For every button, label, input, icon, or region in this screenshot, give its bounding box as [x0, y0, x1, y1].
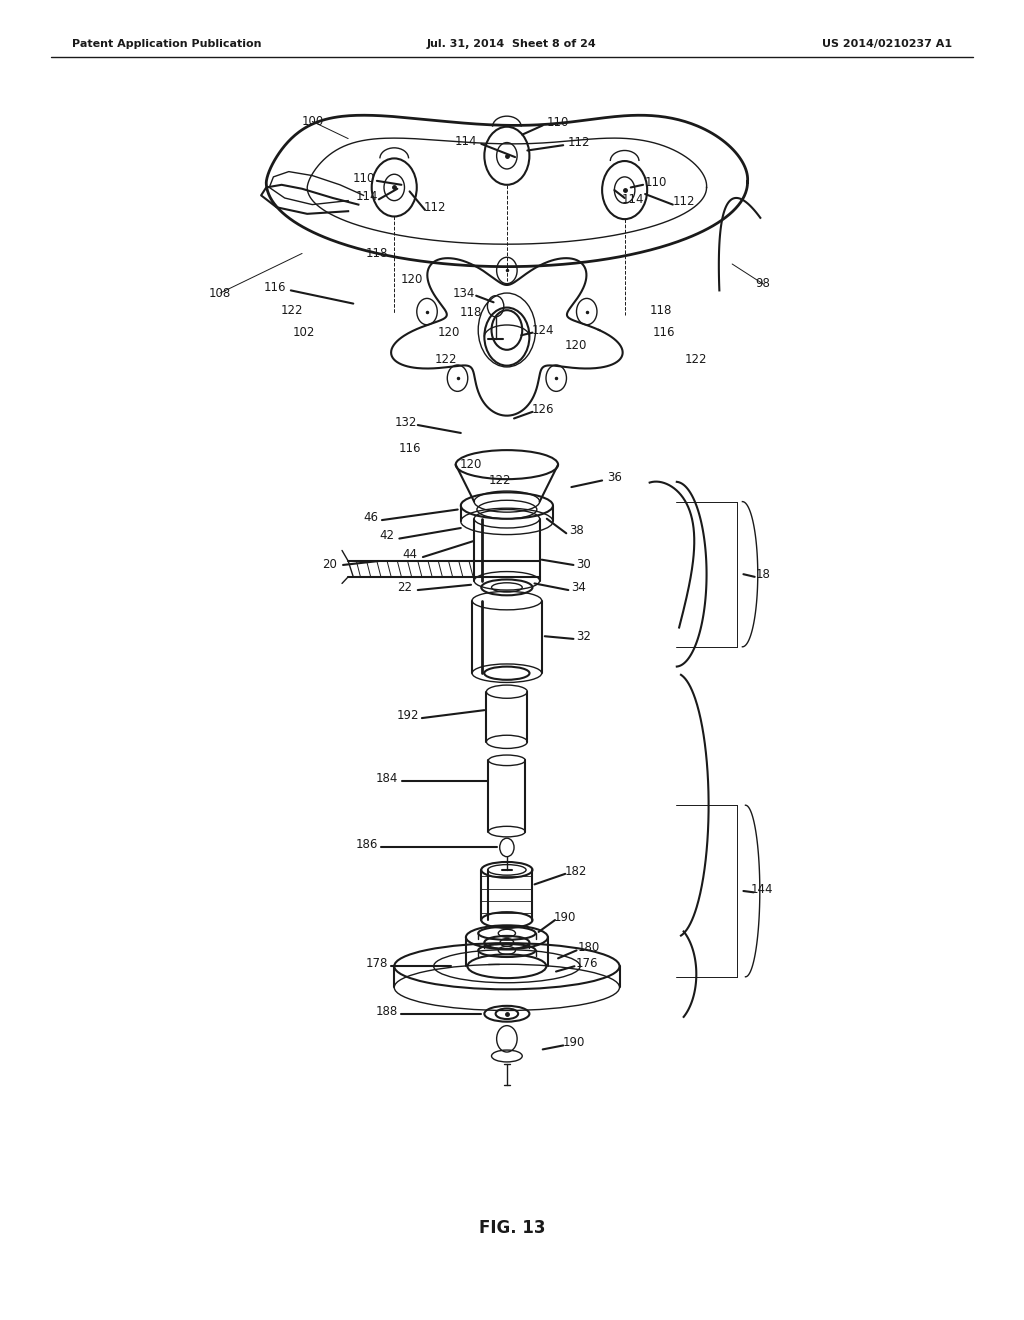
Text: Jul. 31, 2014  Sheet 8 of 24: Jul. 31, 2014 Sheet 8 of 24 — [427, 38, 597, 49]
Text: 110: 110 — [352, 172, 375, 185]
Text: 100: 100 — [301, 115, 324, 128]
Text: 144: 144 — [751, 883, 773, 896]
Text: 38: 38 — [569, 524, 584, 537]
Text: 32: 32 — [577, 630, 591, 643]
Text: US 2014/0210237 A1: US 2014/0210237 A1 — [822, 38, 952, 49]
Text: 18: 18 — [756, 568, 770, 581]
Text: 114: 114 — [455, 135, 477, 148]
Text: 108: 108 — [209, 286, 231, 300]
Text: 120: 120 — [437, 326, 460, 339]
Text: 188: 188 — [376, 1005, 398, 1018]
Text: Patent Application Publication: Patent Application Publication — [72, 38, 261, 49]
Text: 112: 112 — [567, 136, 590, 149]
Text: 116: 116 — [398, 442, 421, 455]
Text: 178: 178 — [366, 957, 388, 970]
Text: 118: 118 — [649, 304, 672, 317]
Text: 118: 118 — [460, 306, 482, 319]
Text: 102: 102 — [293, 326, 315, 339]
Text: 46: 46 — [364, 511, 378, 524]
Text: 132: 132 — [394, 416, 417, 429]
Text: 126: 126 — [531, 403, 554, 416]
Text: 124: 124 — [531, 323, 554, 337]
Text: 176: 176 — [575, 957, 598, 970]
Text: 122: 122 — [488, 474, 511, 487]
Text: 180: 180 — [578, 941, 600, 954]
Text: 114: 114 — [622, 193, 644, 206]
Text: 44: 44 — [402, 548, 417, 561]
Text: 98: 98 — [756, 277, 770, 290]
Text: 22: 22 — [397, 581, 412, 594]
Text: 190: 190 — [554, 911, 577, 924]
Text: 112: 112 — [424, 201, 446, 214]
Text: 182: 182 — [564, 865, 587, 878]
Text: 114: 114 — [355, 190, 378, 203]
Text: 30: 30 — [577, 558, 591, 572]
Text: 36: 36 — [607, 471, 622, 484]
Text: 186: 186 — [355, 838, 378, 851]
Text: 34: 34 — [571, 581, 586, 594]
Text: 118: 118 — [366, 247, 388, 260]
Text: 190: 190 — [562, 1036, 585, 1049]
Text: 120: 120 — [400, 273, 423, 286]
Text: 120: 120 — [460, 458, 482, 471]
Text: 110: 110 — [644, 176, 667, 189]
Text: 20: 20 — [323, 558, 337, 572]
Text: 42: 42 — [380, 529, 394, 543]
Text: 192: 192 — [396, 709, 419, 722]
Text: 116: 116 — [263, 281, 286, 294]
Text: 122: 122 — [685, 352, 708, 366]
Text: 134: 134 — [453, 286, 475, 300]
Text: 112: 112 — [673, 195, 695, 209]
Text: 184: 184 — [376, 772, 398, 785]
Text: 122: 122 — [434, 352, 457, 366]
Text: 116: 116 — [652, 326, 675, 339]
Text: FIG. 13: FIG. 13 — [479, 1218, 545, 1237]
Text: 120: 120 — [564, 339, 587, 352]
Text: 110: 110 — [547, 116, 569, 129]
Text: 122: 122 — [281, 304, 303, 317]
